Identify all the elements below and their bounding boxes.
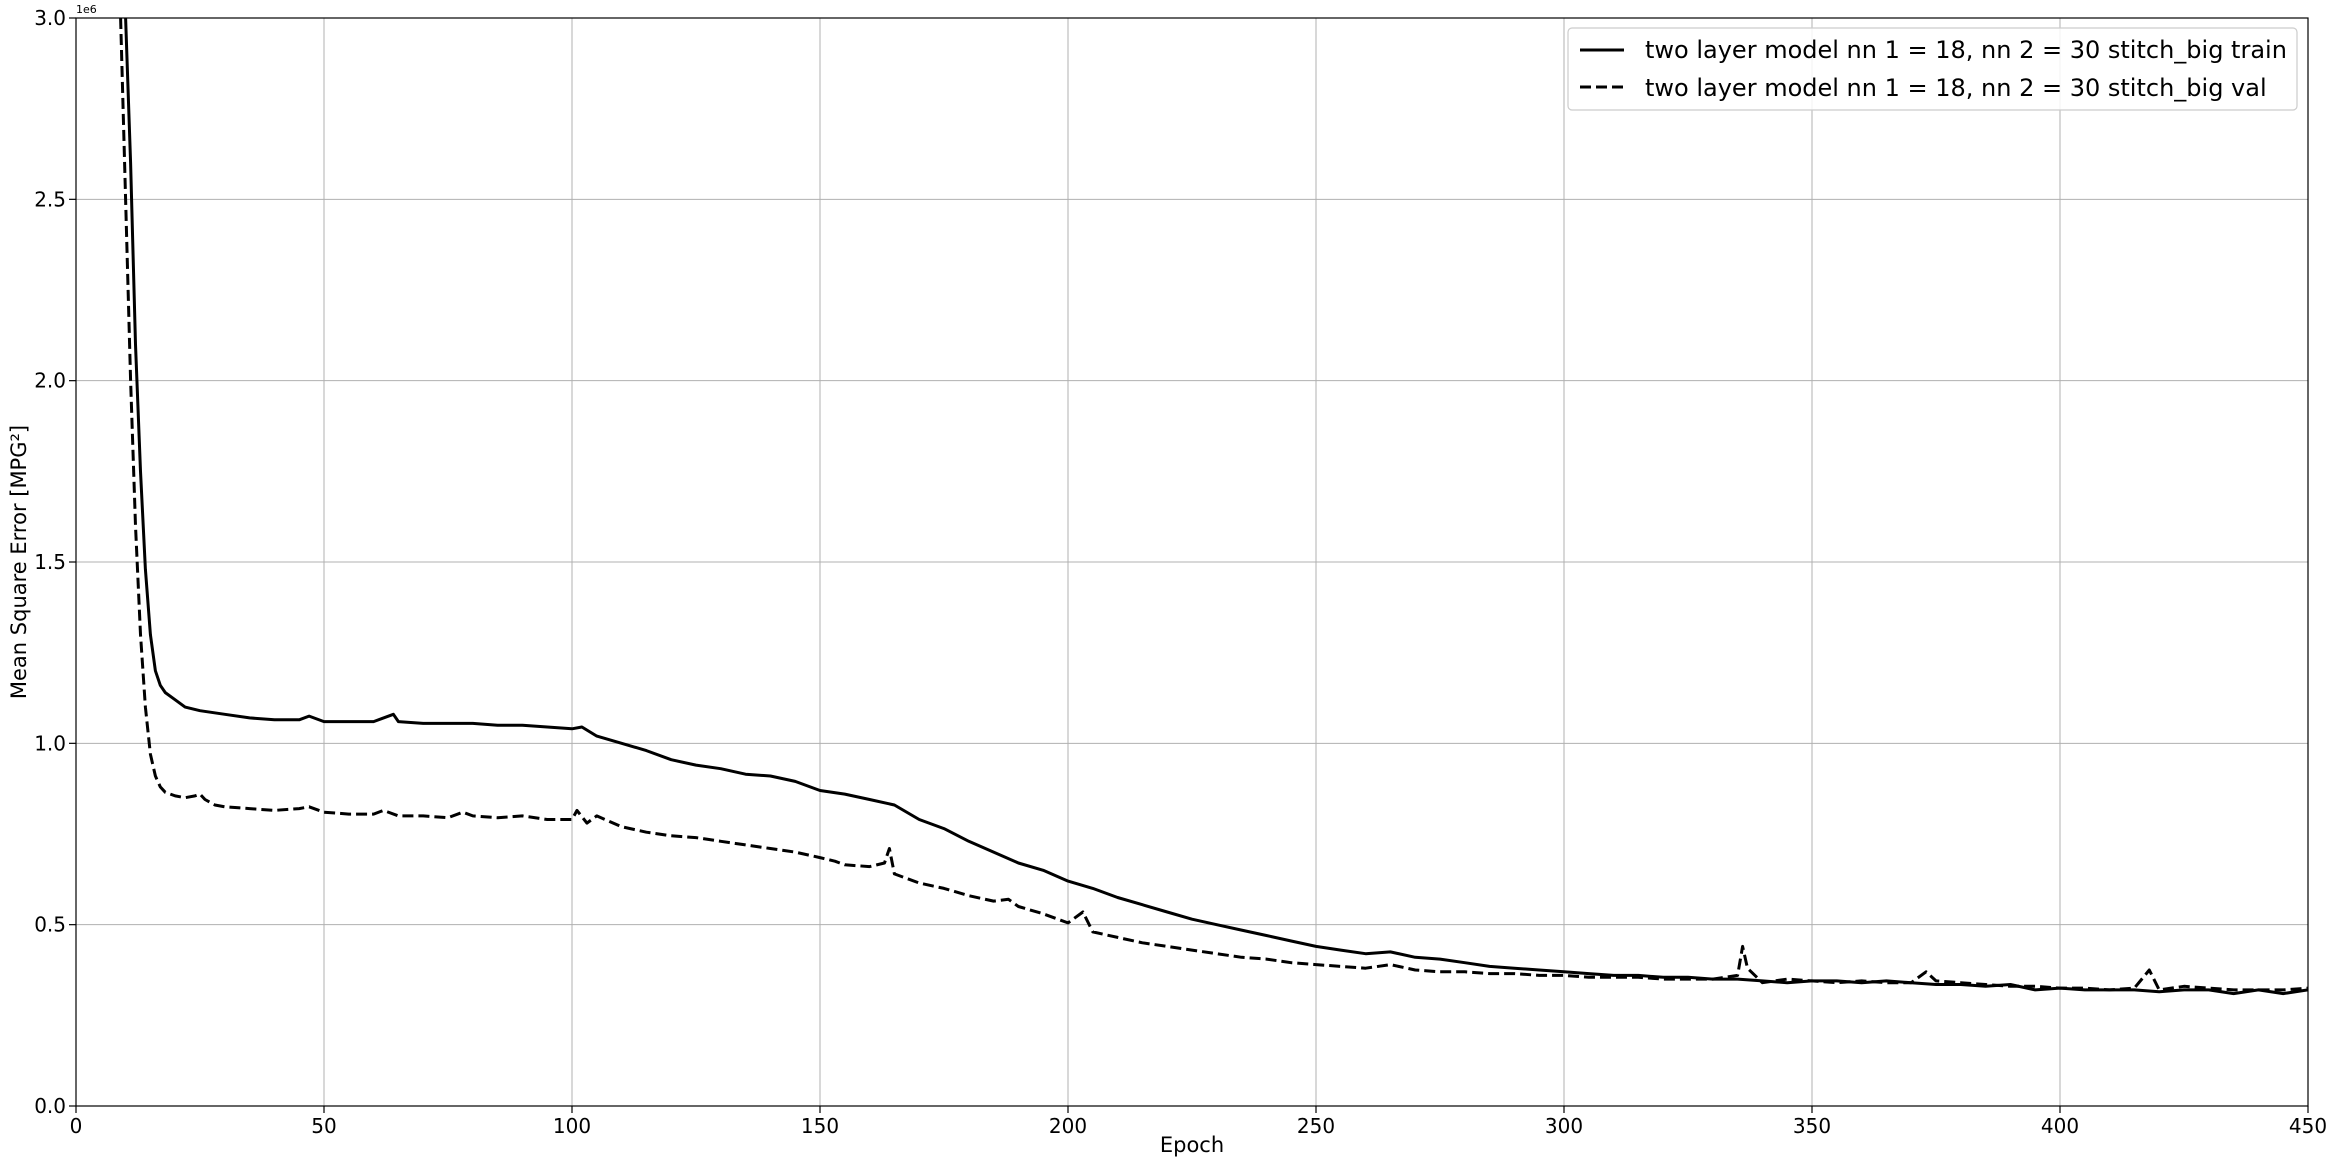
x-tick-label: 400 xyxy=(2041,1114,2079,1138)
y-tick-label: 0.0 xyxy=(34,1094,66,1118)
legend-box xyxy=(1567,27,2298,111)
gridlines xyxy=(75,17,2309,1107)
y-axis-label-text: Mean Square Error xyxy=(7,497,31,699)
y-tick-label: 1.5 xyxy=(34,550,66,574)
x-tick-label: 350 xyxy=(1793,1114,1831,1138)
x-tick-label: 150 xyxy=(801,1114,839,1138)
series-line-train xyxy=(124,18,2308,996)
legend-label-train: two layer model nn 1 = 18, nn 2 = 30 sti… xyxy=(1645,36,2287,64)
series-line-val xyxy=(119,18,2308,992)
x-tick-label: 250 xyxy=(1297,1114,1335,1138)
y-axis-label-unit: [MPG²] xyxy=(7,425,31,497)
y-tick-label: 2.0 xyxy=(34,369,66,393)
x-tick-label: 50 xyxy=(311,1114,336,1138)
x-tick-label: 200 xyxy=(1049,1114,1087,1138)
x-tick-label: 0 xyxy=(70,1114,83,1138)
series-lines xyxy=(119,18,2308,996)
y-axis-label: Mean Square Error [MPG²] xyxy=(7,425,31,699)
y-tick-label: 2.5 xyxy=(34,187,66,211)
x-tick-label: 300 xyxy=(1545,1114,1583,1138)
x-axis-ticks: 0 50 100 150 200 250 300 350 400 450 xyxy=(70,1106,2327,1138)
x-tick-label: 100 xyxy=(553,1114,591,1138)
y-axis-ticks: 0.0 0.5 1.0 1.5 2.0 2.5 3.0 xyxy=(34,6,76,1118)
x-axis-label: Epoch xyxy=(1160,1133,1224,1157)
legend: two layer model nn 1 = 18, nn 2 = 30 sti… xyxy=(1567,27,2298,111)
y-tick-label: 0.5 xyxy=(34,913,66,937)
y-offset-label: 1e6 xyxy=(76,3,97,16)
y-tick-label: 1.0 xyxy=(34,731,66,755)
x-tick-label: 450 xyxy=(2289,1114,2327,1138)
y-tick-label: 3.0 xyxy=(34,6,66,30)
legend-label-val: two layer model nn 1 = 18, nn 2 = 30 sti… xyxy=(1645,74,2267,102)
